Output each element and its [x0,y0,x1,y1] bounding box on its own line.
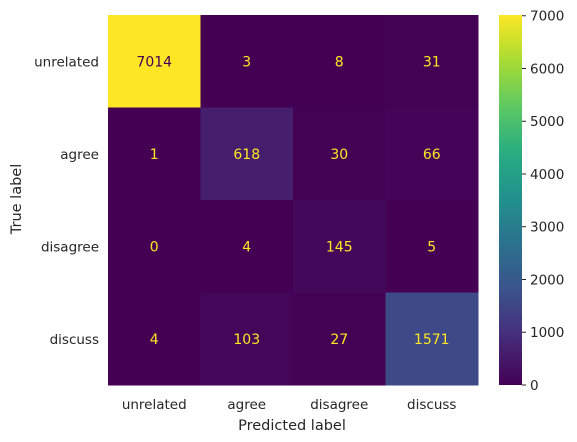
colorbar-tick-label: 4000 [530,167,564,183]
y-tick-label: agree [60,147,99,163]
heatmap-cell [108,200,201,293]
cell-value-label: 4 [150,332,159,348]
x-tick-label: agree [227,397,266,413]
cell-value-label: 1571 [414,332,450,348]
y-tick-label: unrelated [34,54,99,70]
heatmap-cell [385,200,479,293]
colorbar: 0 1000 2000 3000 4000 5000 6000 7000 [499,9,564,394]
cell-value-label: 30 [330,147,348,163]
cell-value-label: 103 [233,332,260,348]
heatmap-cell [200,107,294,201]
cell-value-label: 0 [150,239,159,255]
heatmap-cell [385,292,479,386]
cell-value-label: 1 [150,147,159,163]
cell-value-label: 8 [335,54,344,70]
cell-value-label: 4 [242,239,251,255]
colorbar-tick-label: 3000 [530,220,564,236]
cell-value-label: 3 [242,54,251,70]
colorbar-tick-label: 1000 [530,325,564,341]
cell-value-label: 27 [330,332,348,348]
heatmap-cell [108,107,201,201]
heatmap-cell [293,200,386,293]
colorbar-tick-label: 2000 [530,272,564,288]
heatmap-cell [293,107,386,201]
y-tick-label: discuss [50,332,99,348]
colorbar-tick-label: 6000 [530,61,564,77]
heatmap-cell [200,200,294,293]
heatmap-cell [293,15,386,108]
x-tick-label: disagree [310,397,368,413]
colorbar-tick-label: 0 [530,378,539,394]
heatmap-cell [200,15,294,108]
heatmap-cell [293,292,386,386]
x-tick-label: discuss [407,397,456,413]
x-tick-labels: unrelated agree disagree discuss [122,397,457,413]
heatmap-cell [385,107,479,201]
colorbar-gradient [499,15,522,385]
cell-value-label: 31 [423,54,441,70]
cell-value-label: 618 [233,147,260,163]
heatmap-cell [108,15,201,108]
y-tick-label: disagree [41,239,99,255]
cell-value-label: 7014 [136,54,172,70]
x-tick-label: unrelated [122,397,187,413]
heatmap-cells: 7014 3 8 31 1 618 30 66 0 4 145 5 4 103 27 1571 [108,15,479,386]
heatmap-cell [385,15,479,108]
colorbar-tick-label: 7000 [530,9,564,25]
colorbar-tick-label: 5000 [530,114,564,130]
cell-value-label: 145 [326,239,353,255]
cell-value-label: 66 [423,147,441,163]
heatmap-cell [108,292,201,386]
cell-value-label: 5 [427,239,436,255]
y-tick-labels: unrelated agree disagree discuss [34,54,99,348]
x-axis-label: Predicted label [238,418,346,434]
y-axis-label: True label [9,164,25,235]
heatmap-cell [200,292,294,386]
